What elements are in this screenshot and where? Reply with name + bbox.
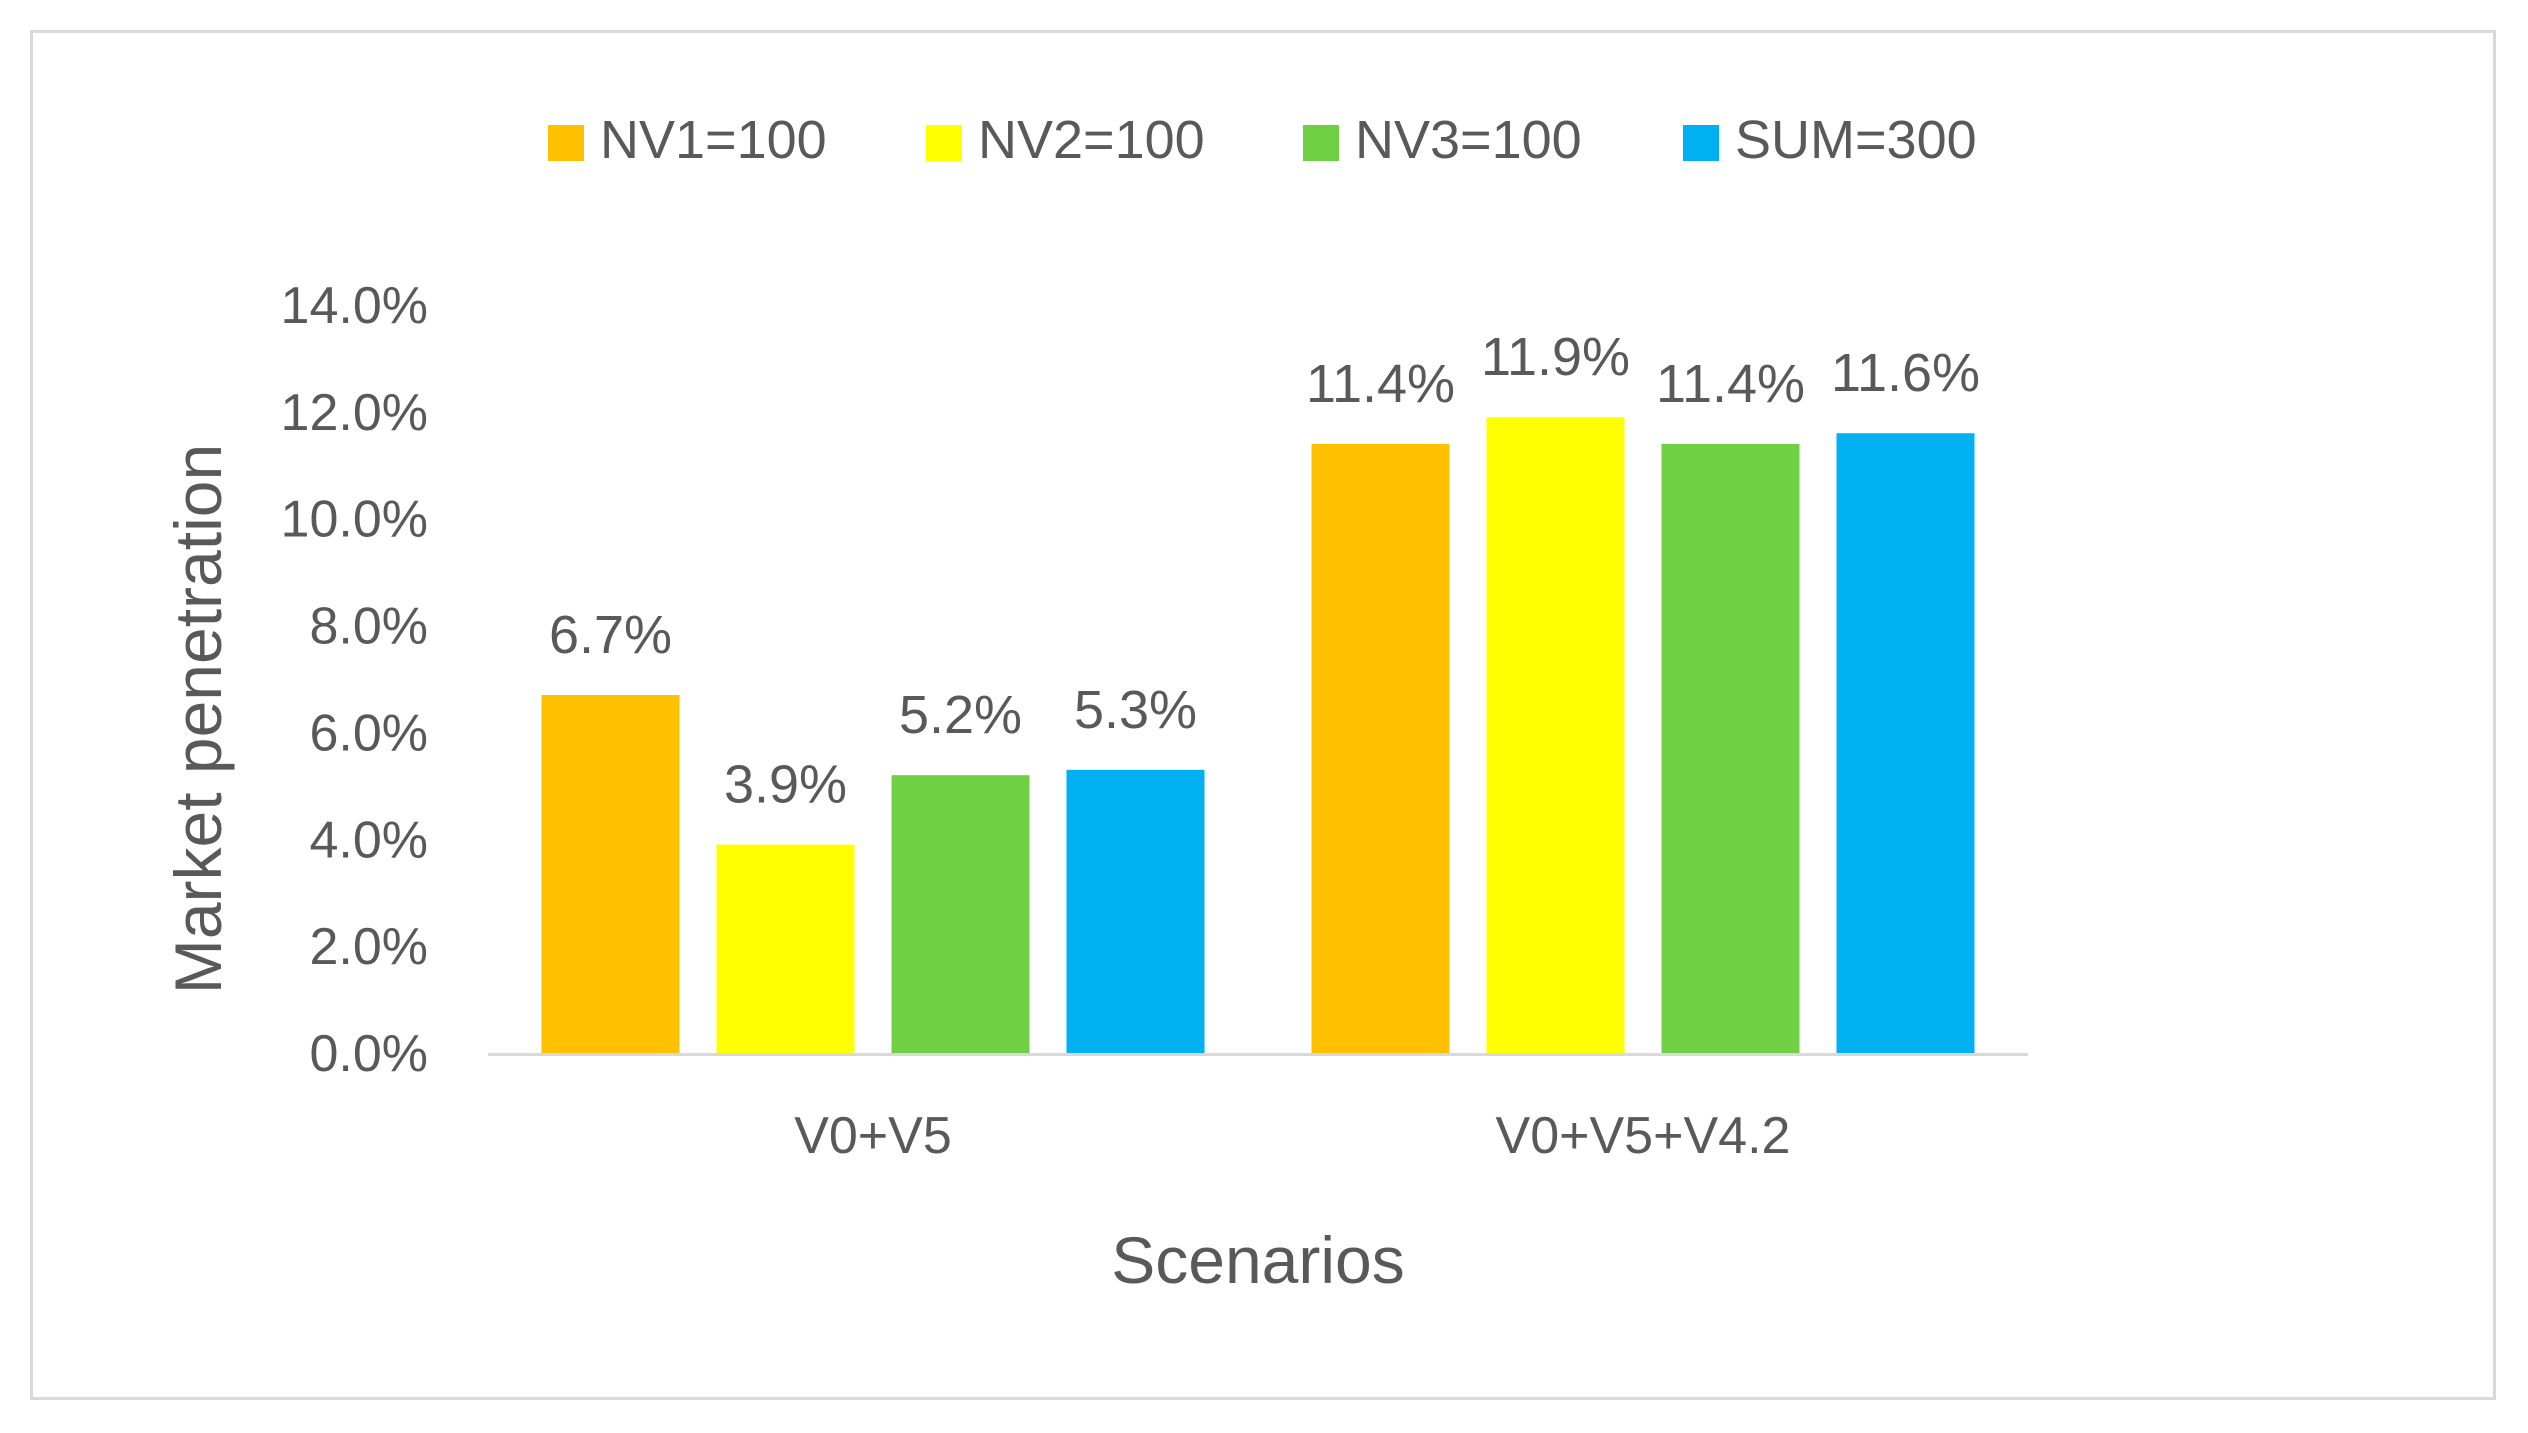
legend-label-2: NV2=100 (978, 110, 1205, 170)
bar-2-1 (716, 844, 855, 1053)
data-label: 5.3% (1074, 680, 1197, 740)
x-tick-label: V0+V5+V4.2 (1496, 1107, 1791, 1165)
bar-chart: NV1=100 NV2=100 NV3=100 SUM=300 0.0% 2.0% 4.0… (161, 110, 2028, 1297)
bar-1-1 (541, 695, 680, 1053)
y-tick-label: 4.0% (309, 811, 428, 869)
data-label: 11.4% (1306, 354, 1455, 414)
bar-2-2 (1486, 417, 1625, 1053)
y-tick-label: 2.0% (309, 918, 428, 976)
y-tick-label: 14.0% (281, 277, 428, 335)
legend-swatch-4 (1683, 125, 1719, 161)
y-tick-label: 8.0% (309, 598, 428, 656)
legend-label-4: SUM=300 (1735, 110, 1977, 170)
legend-swatch-1 (548, 125, 584, 161)
legend: NV1=100 NV2=100 NV3=100 SUM=300 (548, 110, 1977, 170)
data-label: 11.4% (1656, 354, 1805, 414)
y-tick-label: 10.0% (281, 491, 428, 549)
chart-frame: NV1=100 NV2=100 NV3=100 SUM=300 0.0% 2.0% 4.0… (30, 30, 2496, 1400)
y-axis-ticks: 0.0% 2.0% 4.0% 6.0% 8.0% 10.0% 12.0% 14.0% (281, 277, 428, 1083)
x-axis-title: Scenarios (1111, 1223, 1405, 1297)
bar-3-1 (891, 775, 1030, 1053)
legend-swatch-3 (1303, 125, 1339, 161)
data-label: 3.9% (724, 755, 847, 815)
legend-swatch-2 (926, 125, 962, 161)
bar-3-2 (1661, 443, 1800, 1053)
y-tick-label: 0.0% (309, 1025, 428, 1083)
data-label: 11.9% (1481, 327, 1630, 387)
bar-4-1 (1066, 769, 1205, 1053)
y-axis-title: Market penetration (161, 444, 235, 994)
data-label: 5.2% (899, 685, 1022, 745)
x-tick-label: V0+V5 (794, 1107, 952, 1165)
data-labels: 6.7% 3.9% 5.2% 5.3% 11.4% 11.9% 11.4% 11.6% (549, 327, 1980, 814)
data-label: 6.7% (549, 605, 672, 665)
bar-4-2 (1836, 433, 1975, 1053)
bar-1-2 (1311, 443, 1450, 1053)
bars (541, 417, 1975, 1053)
data-label: 11.6% (1831, 343, 1980, 403)
y-tick-label: 12.0% (281, 384, 428, 442)
legend-label-1: NV1=100 (600, 110, 827, 170)
legend-label-3: NV3=100 (1355, 110, 1582, 170)
x-axis-ticks: V0+V5 V0+V5+V4.2 (794, 1107, 1790, 1165)
y-tick-label: 6.0% (309, 704, 428, 762)
